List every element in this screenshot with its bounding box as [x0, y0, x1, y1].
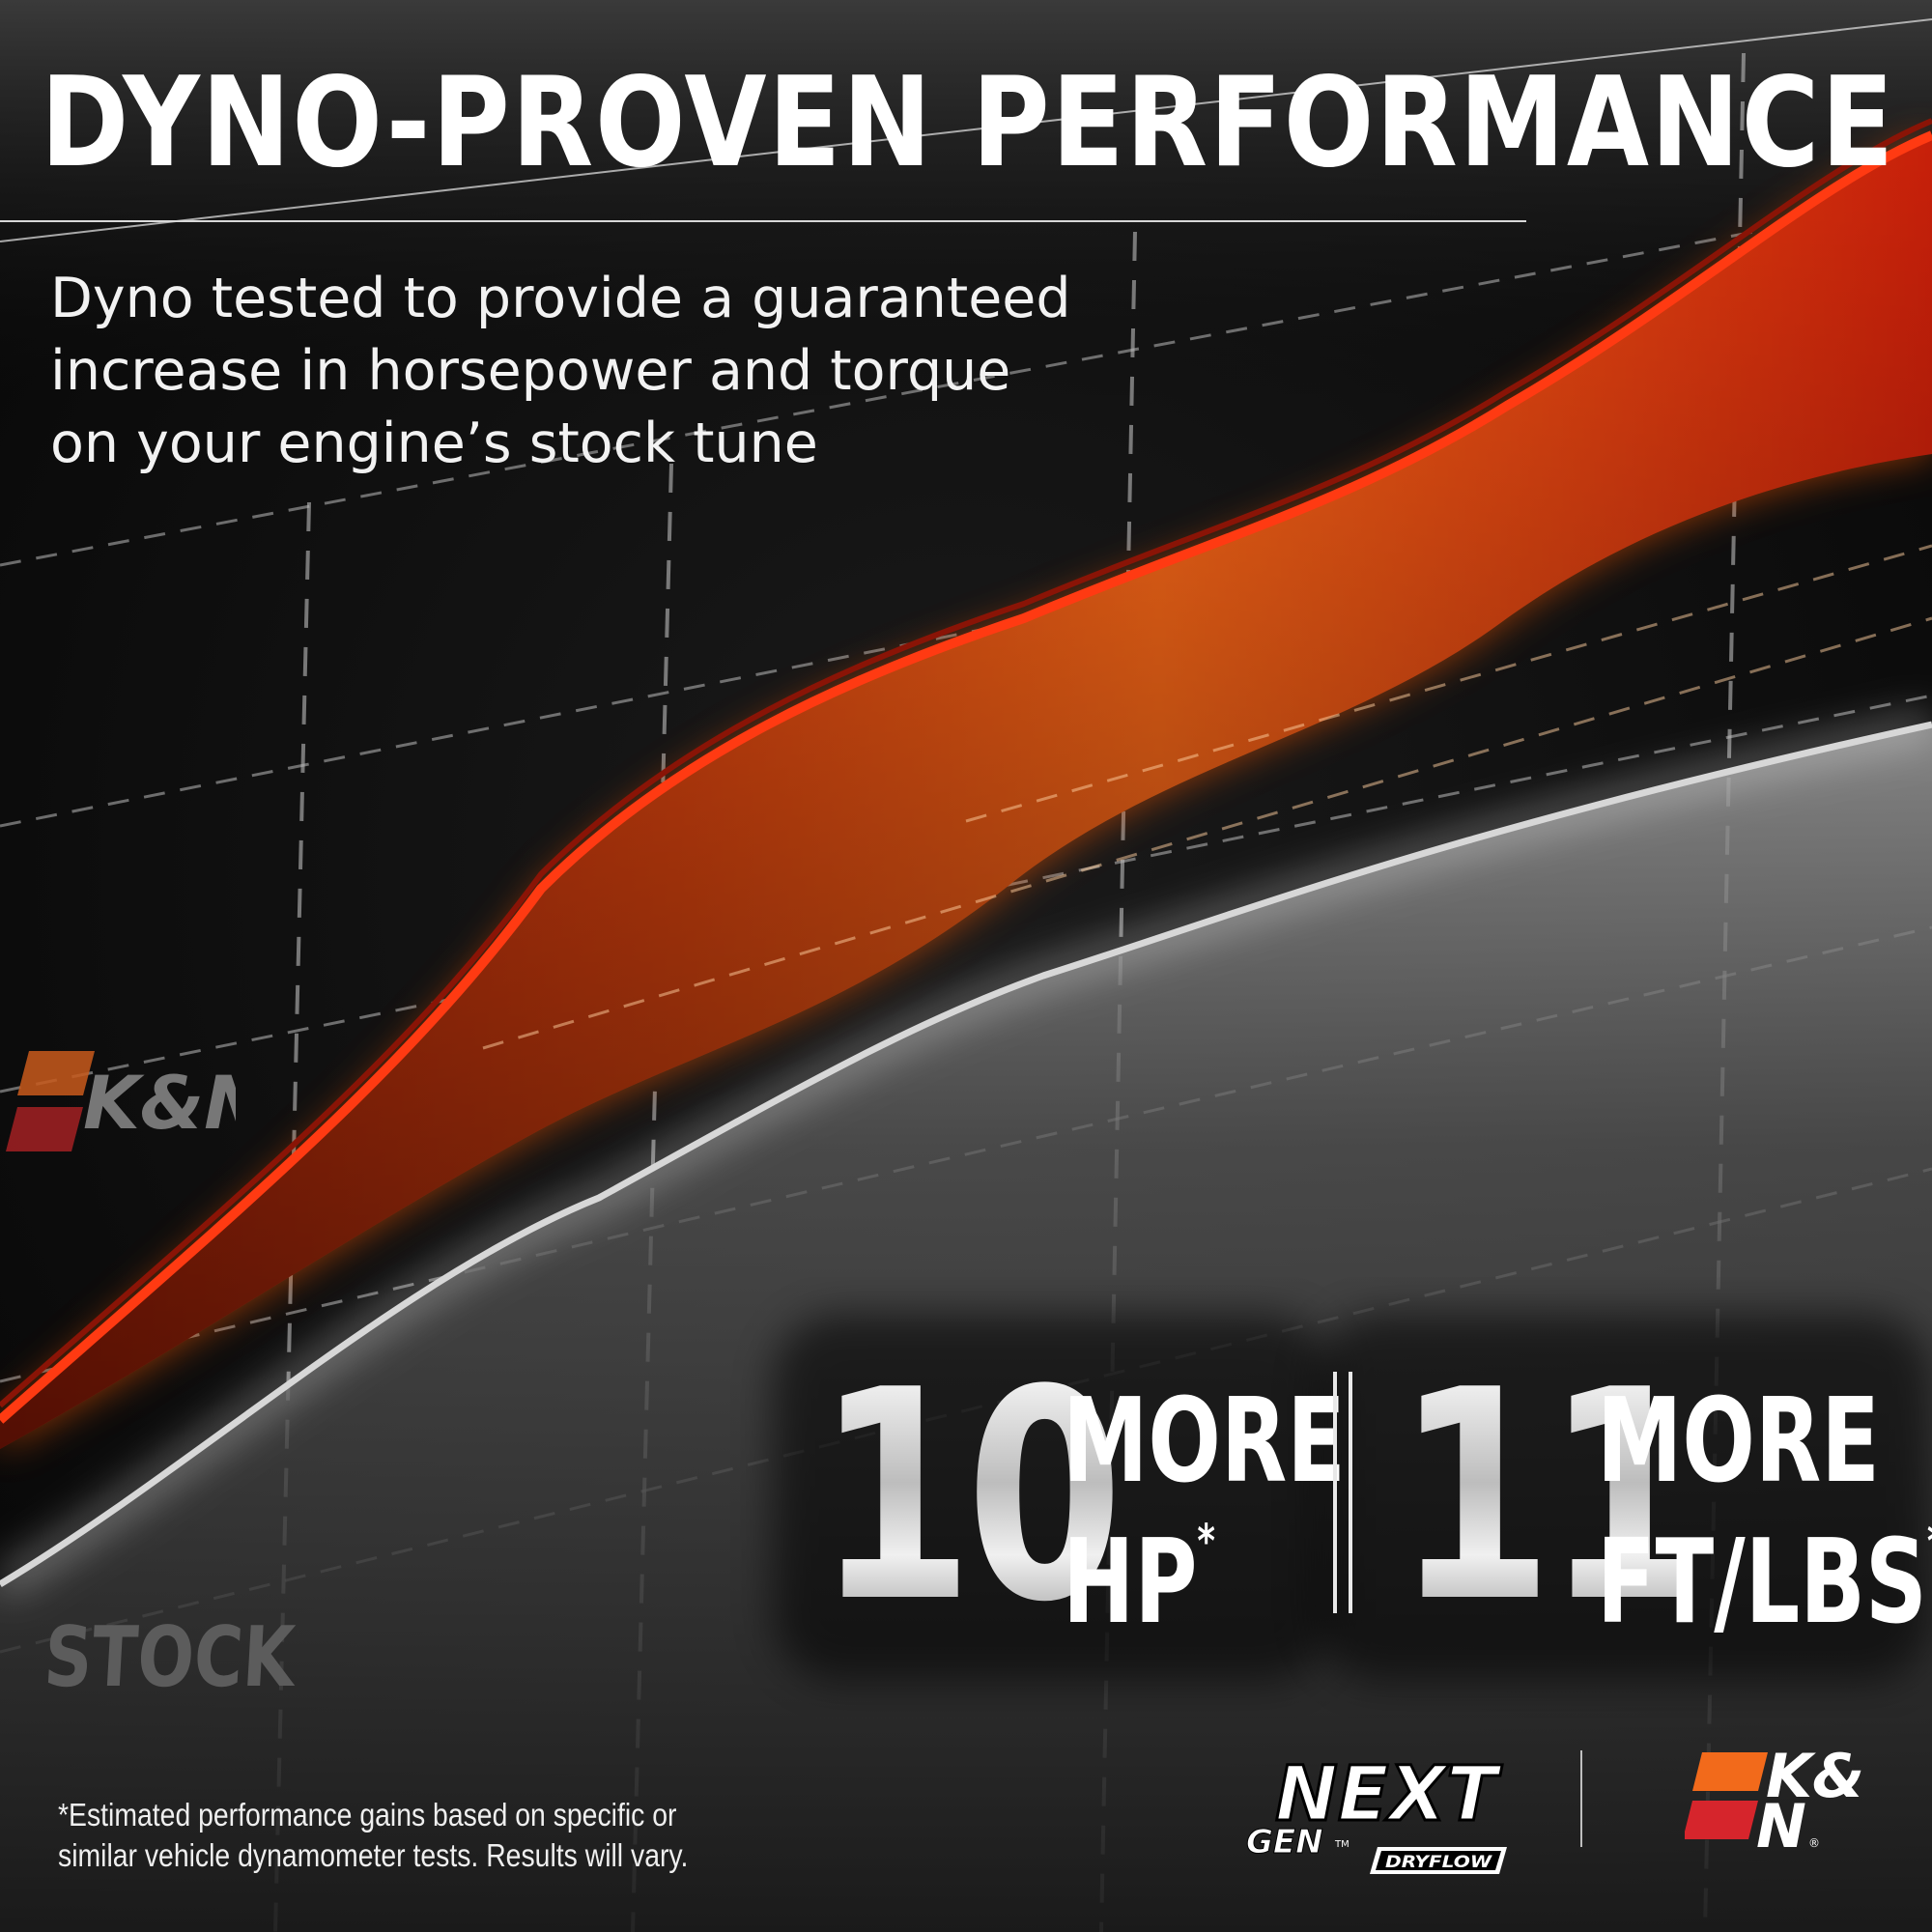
subtitle-line: Dyno tested to provide a guaranteed	[50, 267, 1071, 330]
subtitle-line: increase in horsepower and torque	[50, 339, 1011, 403]
nextgen-logo-gen: GEN	[1246, 1823, 1323, 1861]
title-divider	[0, 220, 1526, 222]
subtitle-line: on your engine’s stock tune	[50, 412, 818, 475]
page-title: DYNO-PROVEN PERFORMANCE	[41, 51, 1896, 195]
torque-unit-line1: MORE	[1597, 1375, 1880, 1509]
torque-asterisk: *	[1927, 1515, 1932, 1569]
torque-gain-value: 11	[1396, 1328, 1703, 1665]
kn-logo-reg: ®	[1808, 1836, 1820, 1850]
hp-gain-unit: MORE HP*	[1063, 1372, 1346, 1654]
torque-gain-unit: MORE FT/LBS*	[1597, 1372, 1932, 1654]
stats-divider	[1333, 1372, 1352, 1613]
hp-gain-value: 10	[816, 1328, 1123, 1665]
hp-unit-line2: HP	[1063, 1516, 1198, 1650]
nextgen-logo-tm: TM	[1334, 1839, 1350, 1850]
brand-divider	[1580, 1750, 1582, 1847]
stock-curve-label: STOCK	[42, 1609, 298, 1706]
kn-logo-icon: K& N ®	[1685, 1747, 1864, 1861]
kn-curve-label: K&N	[83, 1060, 236, 1146]
hp-asterisk: *	[1197, 1515, 1215, 1569]
nextgen-logo-tag: DRYFLOW	[1385, 1853, 1492, 1872]
kn-logo-bottom: N	[1756, 1791, 1806, 1861]
disclaimer-line: *Estimated performance gains based on sp…	[58, 1797, 677, 1833]
nextgen-logo-next: NEXT	[1275, 1751, 1503, 1838]
nextgen-dryflow-logo-icon: NEXT GEN TM DRYFLOW	[1246, 1750, 1507, 1874]
disclaimer: *Estimated performance gains based on sp…	[58, 1795, 690, 1876]
torque-unit-line2: FT/LBS	[1597, 1516, 1927, 1650]
performance-stats: 10 MORE HP* 11 MORE FT/LBS*	[816, 1328, 1932, 1665]
hp-unit-line1: MORE	[1063, 1375, 1346, 1509]
kn-curve-line	[0, 130, 1932, 1424]
subtitle: Dyno tested to provide a guaranteed incr…	[50, 263, 1071, 480]
kn-logo-top: K&	[1766, 1747, 1864, 1811]
kn-curve-label-icon: K&N	[6, 1051, 236, 1151]
disclaimer-line: similar vehicle dynamometer tests. Resul…	[58, 1837, 689, 1873]
